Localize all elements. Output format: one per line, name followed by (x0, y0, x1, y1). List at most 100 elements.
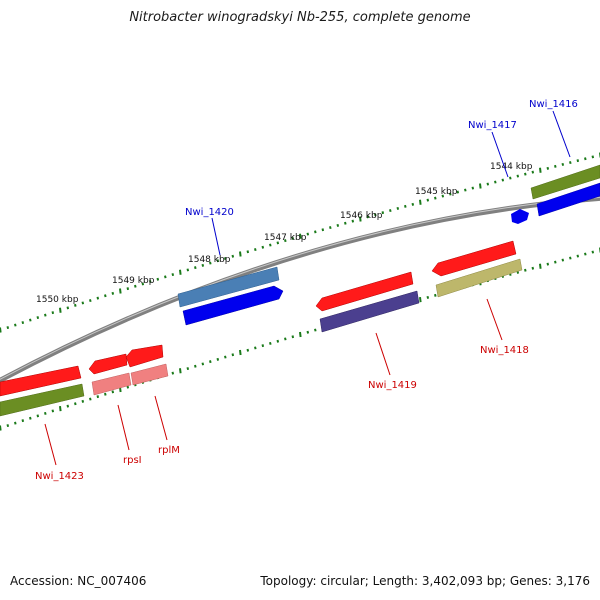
minor-tick (366, 215, 370, 219)
gene-rplm[interactable] (125, 344, 164, 368)
minor-tick (111, 390, 115, 394)
gene-label-nwi-1419[interactable]: Nwi_1419 (368, 380, 417, 391)
gene-label-nwi-1416[interactable]: Nwi_1416 (529, 99, 578, 110)
gene-nwi-1420-cds[interactable] (177, 266, 280, 308)
scale-label: 1550 kbp (36, 295, 79, 305)
minor-tick (104, 294, 107, 298)
minor-tick (404, 204, 407, 208)
minor-tick (531, 170, 535, 174)
minor-tick (246, 348, 250, 352)
minor-tick (66, 306, 70, 310)
minor-tick (471, 186, 475, 190)
minor-tick (6, 424, 10, 428)
gene-nwi-1418-cds[interactable] (435, 258, 523, 298)
scale-label: 1544 kbp (490, 162, 533, 172)
gene-nwi-1418[interactable] (431, 240, 517, 277)
callout-line-nwi-1419 (375, 332, 391, 376)
minor-tick (569, 161, 572, 165)
map-title: Nitrobacter winogradskyi Nb-255, complet… (129, 10, 471, 25)
major-tick (59, 307, 62, 313)
minor-tick (524, 268, 527, 272)
minor-tick (584, 157, 587, 161)
gene-label-nwi-1418[interactable]: Nwi_1418 (480, 345, 529, 356)
gene-rpsi[interactable] (88, 353, 128, 375)
major-tick (359, 216, 362, 222)
gene-nwi-1423[interactable] (0, 365, 82, 397)
genome-backbone-highlight (0, 196, 600, 380)
minor-tick (381, 211, 385, 215)
minor-tick (126, 287, 130, 291)
major-tick (539, 263, 542, 269)
minor-tick (254, 346, 257, 350)
gene-nwi-1419-cds[interactable] (319, 290, 420, 333)
gene-rpsi-cds[interactable] (91, 372, 132, 396)
minor-tick (21, 321, 25, 325)
gene-rplm-cds[interactable] (130, 363, 169, 386)
minor-tick (194, 266, 197, 270)
minor-tick (314, 230, 317, 234)
minor-tick (51, 409, 55, 413)
minor-tick (171, 273, 175, 277)
major-tick (479, 183, 482, 189)
minor-tick (216, 259, 220, 263)
minor-tick (29, 318, 32, 322)
major-tick (539, 167, 542, 173)
minor-tick (231, 353, 235, 357)
minor-tick (584, 252, 587, 256)
minor-tick (224, 355, 227, 359)
gene-nwi-1419[interactable] (315, 271, 414, 312)
minor-tick (374, 213, 377, 217)
minor-tick (321, 228, 325, 232)
minor-tick (336, 223, 340, 227)
callout-line-nwi-1420 (211, 217, 221, 256)
minor-tick (66, 404, 70, 408)
topology-text: Topology: circular; Length: 3,402,093 bp… (260, 574, 590, 588)
minor-tick (426, 295, 430, 299)
gene-nwi-1420[interactable] (182, 285, 284, 326)
minor-tick (576, 254, 580, 258)
gene-label-nwi-1420[interactable]: Nwi_1420 (185, 207, 234, 218)
callout-line-rplm (154, 395, 168, 441)
gene-label-nwi-1423[interactable]: Nwi_1423 (35, 471, 84, 482)
minor-tick (411, 202, 415, 206)
minor-tick (164, 275, 167, 279)
minor-tick (554, 260, 557, 264)
minor-tick (291, 236, 295, 240)
minor-tick (494, 180, 497, 184)
minor-tick (284, 239, 287, 243)
minor-tick (291, 335, 295, 339)
major-tick (299, 331, 302, 338)
major-tick (179, 269, 182, 275)
minor-tick (231, 254, 235, 258)
minor-tick (186, 268, 190, 272)
callout-line-rpsi (117, 404, 130, 451)
minor-tick (186, 367, 190, 371)
minor-tick (29, 416, 32, 420)
minor-tick (276, 241, 280, 245)
gene-label-rplm[interactable]: rplM (158, 445, 180, 456)
minor-tick (149, 280, 152, 284)
gene-nwi-1416-cds[interactable] (530, 164, 600, 200)
minor-tick (306, 232, 310, 236)
major-tick (239, 251, 242, 257)
gene-nwi-1416[interactable] (536, 182, 600, 217)
minor-tick (449, 192, 452, 196)
minor-tick (591, 250, 595, 254)
gene-label-rpsi[interactable]: rpsI (123, 455, 142, 466)
major-tick (239, 349, 242, 356)
major-tick (419, 296, 422, 303)
minor-tick (509, 176, 512, 180)
gene-nwi-1423-cds[interactable] (0, 383, 85, 417)
minor-tick (6, 326, 10, 330)
minor-tick (81, 301, 85, 305)
major-tick (0, 327, 2, 333)
minor-tick (434, 196, 437, 200)
minor-tick (554, 164, 557, 168)
minor-tick (141, 282, 145, 286)
gene-nwi-1417[interactable] (511, 209, 529, 224)
minor-tick (269, 341, 272, 345)
gene-label-nwi-1417[interactable]: Nwi_1417 (468, 120, 517, 131)
minor-tick (591, 155, 595, 159)
scale-label: 1548 kbp (188, 255, 231, 265)
